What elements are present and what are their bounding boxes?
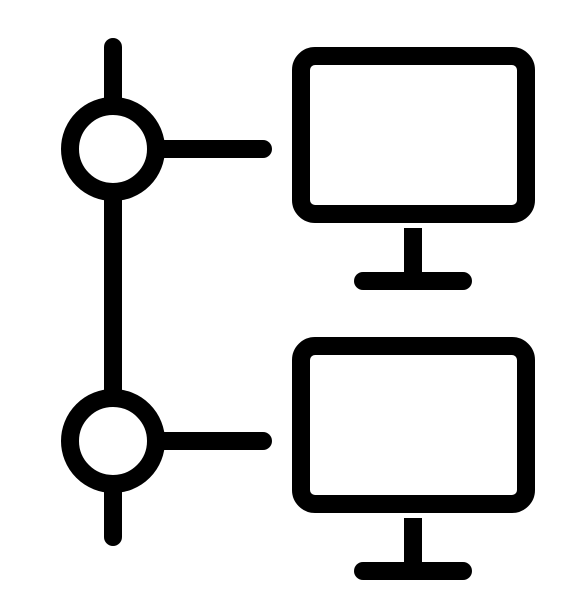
node-top <box>70 106 156 192</box>
monitor-top <box>301 56 526 290</box>
monitor-neck <box>404 518 422 562</box>
monitor-base <box>354 272 472 290</box>
monitor-base <box>354 562 472 580</box>
node-bottom <box>70 398 156 484</box>
monitor-screen <box>301 346 526 504</box>
monitor-screen <box>301 56 526 214</box>
monitor-neck <box>404 228 422 272</box>
network-diagram-icon <box>0 0 581 600</box>
monitor-bottom <box>301 346 526 580</box>
